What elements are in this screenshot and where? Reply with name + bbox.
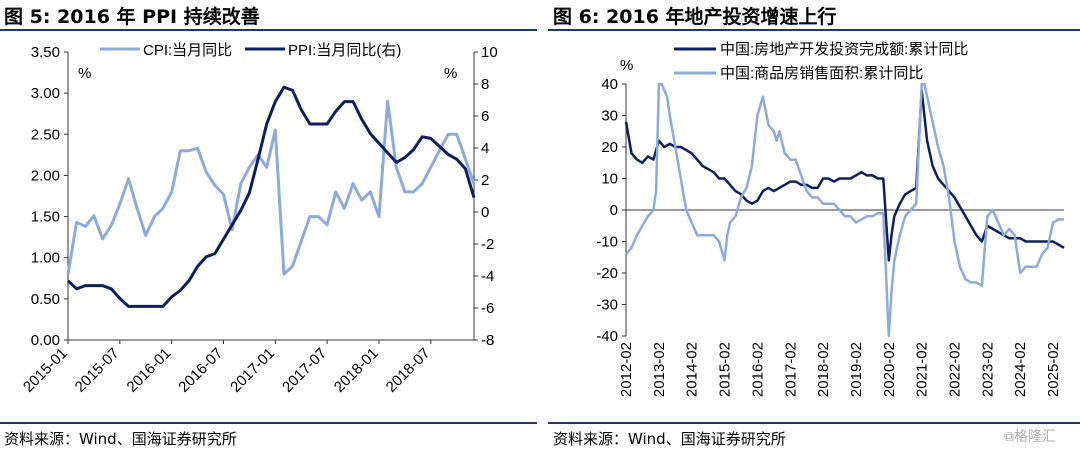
chart2-y-tick-label: 0 (610, 202, 618, 219)
chart2-y-tick-label: 40 (601, 76, 618, 93)
chart1-right-tick-label: 8 (481, 76, 489, 93)
chart1-left-tick-label: 0.00 (31, 332, 60, 349)
chart1-source: 资料来源：Wind、国海证券研究所 (4, 430, 237, 448)
chart2-title-rule (548, 29, 1080, 31)
chart1-right-unit: % (444, 65, 457, 82)
chart1-left-tick-label: 3.50 (31, 44, 60, 61)
chart1-left-tick-label: 3.00 (31, 85, 60, 102)
chart1-right-tick-label: -2 (481, 236, 494, 253)
chart2-x-tick-label: 2014-02 (684, 342, 701, 397)
chart1-right-tick-label: -4 (481, 268, 494, 285)
chart2-y-tick-label: -20 (596, 265, 618, 282)
chart2-y-tick-label: 20 (601, 139, 618, 156)
chart1-right-tick-label: -8 (481, 332, 494, 349)
chart1-series-line-1 (66, 99, 476, 276)
chart2-series-line-2 (625, 82, 1064, 338)
chart2-x-tick-label: 2012-02 (618, 342, 635, 397)
chart2-series-line-1 (624, 89, 1065, 262)
chart1-legend-label-1: CPI:当月同比 (143, 42, 232, 59)
chart2-x-tick-label: 2017-02 (782, 342, 799, 397)
chart1-bottom-rule (0, 422, 537, 424)
chart2-x-tick-label: 2020-02 (881, 342, 898, 397)
chart2-source: 资料来源：Wind、国海证券研究所 (553, 430, 786, 448)
chart1-right-tick-label: 10 (481, 44, 498, 61)
chart2-x-tick-label: 2018-02 (815, 342, 832, 397)
chart2-title: 图 6: 2016 年地产投资增速上行 (553, 6, 837, 28)
chart1-x-tick-label: 2015-07 (72, 345, 123, 396)
chart1-x-tick-label: 2015-01 (20, 345, 71, 396)
chart1-legend-label-2: PPI:当月同比(右) (288, 42, 401, 59)
chart1-right-tick-label: 4 (481, 140, 489, 157)
chart2-legend-label-2: 中国:商品房销售面积:累计同比 (720, 65, 923, 82)
chart1-right-tick-label: -6 (481, 300, 494, 317)
chart2-y-tick-label: -30 (596, 297, 618, 314)
chart1-x-tick-label: 2016-01 (124, 345, 175, 396)
chart2: -40 -30 -20 -10 0 10 20 30 40 2012-02 2013-02 2014-… (596, 41, 1065, 397)
chart1-left-tick-label: 2.00 (31, 167, 60, 184)
chart2-y-tick-label: -40 (596, 328, 618, 345)
chart1-x-tick-label: 2017-01 (227, 345, 278, 396)
chart2-x-tick-label: 2024-02 (1012, 342, 1029, 397)
chart1-left-tick-label: 2.50 (31, 126, 60, 143)
chart2-x-tick-label: 2016-02 (749, 342, 766, 397)
chart2-y-tick-label: 10 (601, 171, 618, 188)
chart1-x-tick-label: 2018-07 (383, 345, 434, 396)
chart2-x-tick-label: 2021-02 (914, 342, 931, 397)
chart2-y-tick-label: 30 (601, 108, 618, 125)
chart1-series-line-2 (66, 85, 476, 308)
chart2-x-tick-label: 2025-02 (1045, 342, 1062, 397)
chart1-right-tick-label: 0 (481, 204, 489, 221)
chart1-right-tick-label: 6 (481, 108, 489, 125)
chart2-y-unit: % (620, 57, 633, 74)
chart2-y-tick-label: -10 (596, 234, 618, 251)
chart1-x-tick-label: 2016-07 (175, 345, 226, 396)
chart2-legend-label-1: 中国:房地产开发投资完成额:累计同比 (720, 41, 968, 58)
chart2-x-tick-label: 2015-02 (717, 342, 734, 397)
chart1-left-tick-label: 0.50 (31, 291, 60, 308)
chart1-left-tick-label: 1.50 (31, 209, 60, 226)
chart1-x-tick-label: 2017-07 (279, 345, 330, 396)
chart1-left-unit: % (78, 65, 91, 82)
chart2-bottom-rule (548, 422, 1080, 424)
chart2-x-tick-label: 2019-02 (848, 342, 865, 397)
chart1-left-tick-label: 1.00 (31, 250, 60, 267)
chart2-x-tick-label: 2023-02 (979, 342, 996, 397)
chart1-title-rule (0, 29, 537, 31)
chart1-right-tick-label: 2 (481, 172, 489, 189)
chart1: 0.00 0.50 1.00 1.50 2.00 2.50 3.00 3.50 -8 -6 -4 -2… (20, 42, 498, 396)
chart2-x-tick-label: 2013-02 (651, 342, 668, 397)
chart1-x-tick-label: 2018-01 (331, 345, 382, 396)
watermark-logo: ⧉格隆汇 (1004, 429, 1056, 445)
chart2-x-tick-label: 2022-02 (947, 342, 964, 397)
chart1-title: 图 5: 2016 年 PPI 持续改善 (4, 6, 260, 28)
